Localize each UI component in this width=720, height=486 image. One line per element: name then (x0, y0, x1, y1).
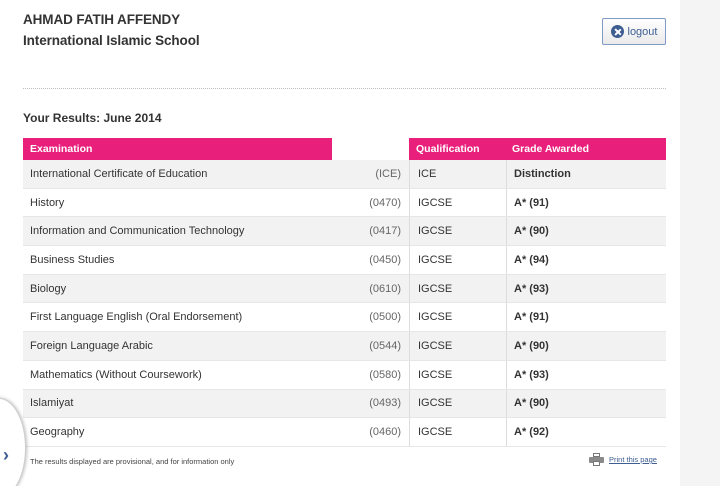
code-cell: (ICE) (375, 167, 401, 180)
table-row: Biology (0610) IGCSE A* (93) (23, 274, 666, 304)
code-cell: (0470) (369, 196, 401, 209)
results-title: Your Results: June 2014 (23, 111, 162, 125)
subject-cell: Biology (30, 282, 67, 295)
grade-cell: A* (93) (506, 360, 666, 389)
subject-cell: Geography (30, 426, 85, 439)
grade-cell: A* (91) (506, 303, 666, 332)
code-cell: (0417) (369, 225, 401, 238)
subject-cell: Business Studies (30, 253, 115, 266)
code-cell: (0493) (369, 397, 401, 410)
table-row: Foreign Language Arabic (0544) IGCSE A* (90… (23, 332, 666, 361)
student-header: AHMAD FATIH AFFENDY International Islami… (23, 12, 200, 48)
table-row: International Certificate of Education (I… (23, 160, 666, 189)
qualification-cell: IGCSE (409, 246, 506, 274)
subject-cell: Information and Communication Technology (30, 225, 245, 238)
qualification-cell: IGCSE (409, 418, 506, 446)
table-row: Business Studies (0450) IGCSE A* (94) (23, 246, 666, 275)
table-row: Geography (0460) IGCSE A* (92) (23, 418, 666, 447)
qualification-cell: IGCSE (409, 217, 506, 246)
code-cell: (0460) (369, 426, 401, 439)
column-header-examination: Examination (23, 138, 332, 160)
student-name: AHMAD FATIH AFFENDY (23, 12, 181, 27)
subject-cell: First Language English (Oral Endorsement… (30, 311, 243, 324)
table-row: History (0470) IGCSE A* (91) (23, 188, 666, 218)
page-margin-strip (680, 0, 720, 486)
qualification-cell: IGCSE (409, 360, 506, 389)
provisional-note: The results displayed are provisional, a… (30, 457, 235, 466)
grade-cell: A* (91) (506, 188, 666, 217)
subject-cell: History (30, 196, 65, 209)
grade-cell: A* (90) (506, 389, 666, 418)
qualification-cell: ICE (409, 160, 506, 188)
results-table: International Certificate of Education (I… (23, 160, 666, 447)
qualification-cell: IGCSE (409, 389, 506, 418)
print-page-link[interactable]: Print this page (589, 453, 657, 466)
column-header-group: Qualification Grade Awarded (409, 138, 666, 160)
table-row: Mathematics (Without Coursework) (0580) IG… (23, 360, 666, 390)
grade-cell: A* (90) (506, 217, 666, 246)
qualification-cell: IGCSE (409, 332, 506, 360)
grade-cell: Distinction (506, 160, 666, 188)
subject-cell: Foreign Language Arabic (30, 339, 153, 352)
table-row: Information and Communication Technology… (23, 217, 666, 247)
chevron-right-icon[interactable]: › (3, 445, 9, 465)
logout-button[interactable]: logout (602, 18, 666, 45)
grade-cell: A* (90) (506, 332, 666, 360)
column-header-qualification: Qualification (416, 143, 480, 155)
qualification-cell: IGCSE (409, 303, 506, 332)
subject-cell: Islamiyat (30, 397, 74, 410)
code-cell: (0450) (369, 253, 401, 266)
code-cell: (0500) (369, 311, 401, 324)
code-cell: (0610) (369, 282, 401, 295)
print-label[interactable]: Print this page (609, 455, 657, 464)
table-row: Islamiyat (0493) IGCSE A* (90) (23, 389, 666, 419)
column-header-grade: Grade Awarded (512, 143, 590, 155)
school-name: International Islamic School (23, 33, 200, 48)
qualification-cell: IGCSE (409, 274, 506, 303)
grade-cell: A* (94) (506, 246, 666, 274)
qualification-cell: IGCSE (409, 188, 506, 217)
grade-cell: A* (92) (506, 418, 666, 446)
subject-cell: International Certificate of Education (30, 167, 208, 180)
logout-label: logout (627, 25, 658, 38)
code-cell: (0580) (369, 368, 401, 381)
printer-icon (589, 453, 604, 466)
table-row: First Language English (Oral Endorsement… (23, 303, 666, 333)
close-circle-icon (610, 25, 624, 38)
code-cell: (0544) (369, 339, 401, 352)
subject-cell: Mathematics (Without Coursework) (30, 368, 202, 381)
grade-cell: A* (93) (506, 274, 666, 303)
divider (23, 88, 666, 89)
